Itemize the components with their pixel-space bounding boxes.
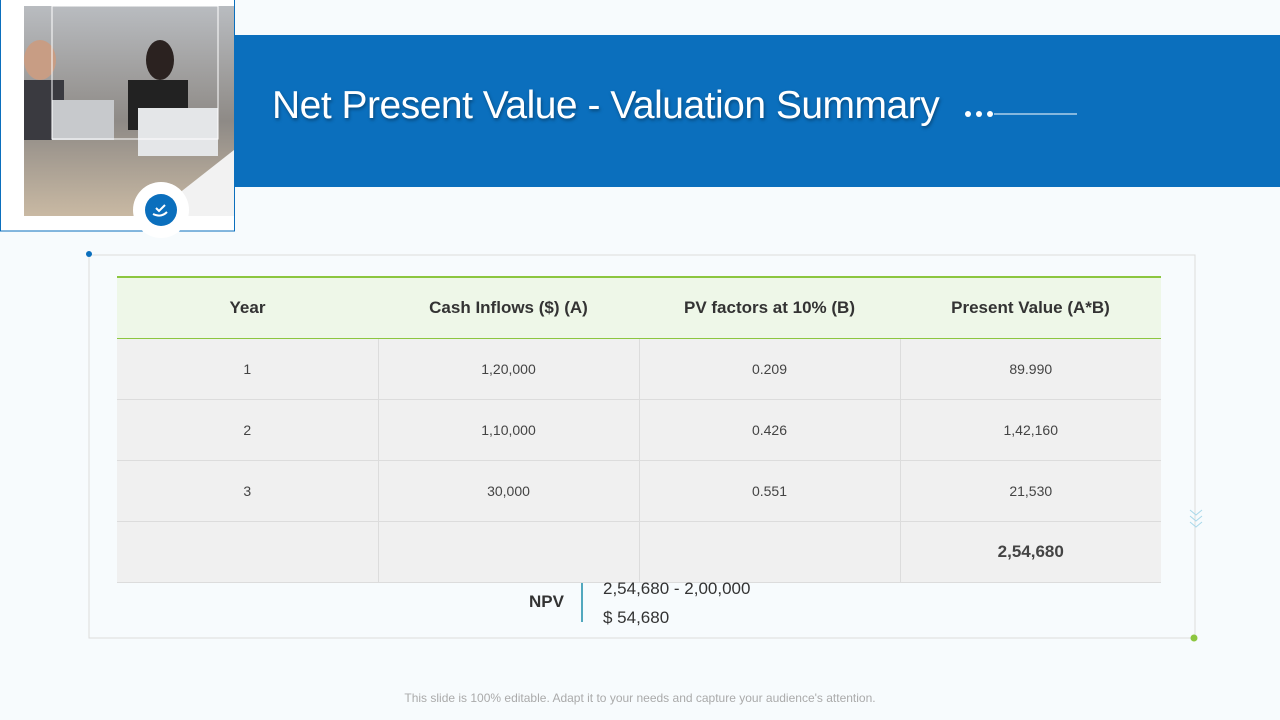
table-cell: 2 [117, 399, 379, 461]
total-row: 2,54,680 [117, 521, 1161, 583]
table-cell: 3 [117, 460, 379, 522]
column-header: Cash Inflows ($) (A) [378, 276, 639, 339]
npv-formula: 2,54,680 - 2,00,000 [603, 579, 751, 598]
table-cell: 1 [117, 338, 379, 400]
column-header: Present Value (A*B) [900, 276, 1161, 339]
table-cell: 1,10,000 [377, 399, 640, 461]
column-header: Year [117, 276, 378, 339]
table-cell: 1,42,160 [899, 399, 1161, 461]
table-row: 2 1,10,000 0.426 1,42,160 [117, 399, 1161, 461]
title: Net Present Value - Valuation Summary [272, 84, 940, 127]
header-row: Year Cash Inflows ($) (A) PV factors at 10… [117, 276, 1161, 339]
column-header: PV factors at 10% (B) [639, 276, 900, 339]
table-cell: 0.209 [638, 338, 901, 400]
empty-cell [117, 521, 379, 583]
empty-cell [377, 521, 640, 583]
table-cell: 1,20,000 [377, 338, 640, 400]
npv-label: NPV [529, 592, 564, 611]
table-cell: 0.426 [638, 399, 901, 461]
empty-cell [638, 521, 901, 583]
npv-result: $ 54,680 [603, 608, 670, 627]
table-cell: 89.990 [899, 338, 1161, 400]
table-cell: 21,530 [899, 460, 1161, 522]
header-bar [234, 35, 1280, 187]
table-row: 1 1,20,000 0.209 89.990 [117, 338, 1161, 400]
table-row: 3 30,000 0.551 21,530 [117, 460, 1161, 522]
total-cell: 2,54,680 [899, 521, 1161, 583]
footer-note: This slide is 100% editable. Adapt it to… [404, 691, 876, 705]
table: Year Cash Inflows ($) (A) PV factors at 10… [117, 276, 1161, 583]
table-cell: 30,000 [377, 460, 640, 522]
table-cell: 0.551 [638, 460, 901, 522]
